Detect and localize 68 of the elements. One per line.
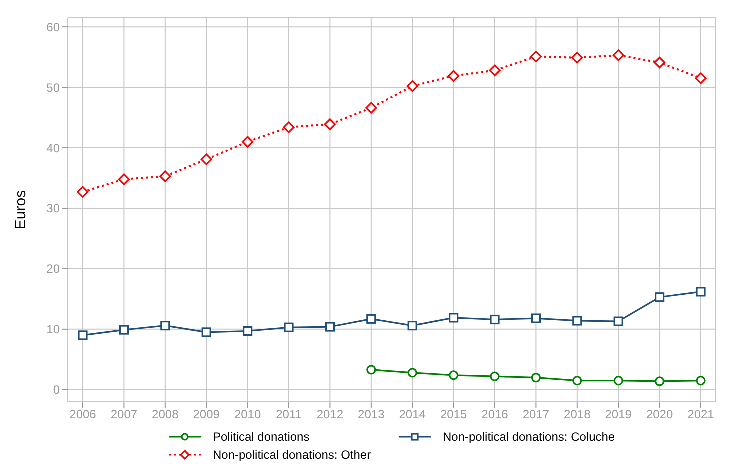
point: [78, 330, 88, 340]
point: [406, 80, 418, 92]
x-tick-label: 2009: [193, 408, 220, 422]
x-tick-label: 2018: [564, 408, 592, 422]
point: [655, 376, 665, 386]
point: [200, 154, 212, 166]
point: [449, 370, 459, 380]
x-tick-label: 2008: [152, 408, 180, 422]
point: [325, 322, 335, 332]
x-tick-label: 2019: [605, 408, 632, 422]
point: [490, 314, 500, 325]
point: [118, 174, 130, 186]
point: [77, 186, 89, 198]
y-tick-label: 10: [46, 322, 60, 337]
y-tick-label: 20: [46, 262, 60, 276]
x-tick-label: 2007: [110, 408, 138, 422]
y-tick-label: 60: [46, 20, 60, 34]
point: [242, 136, 254, 148]
x-tick-label: 2016: [482, 408, 509, 422]
y-tick-label: 30: [46, 202, 60, 216]
point: [202, 328, 212, 338]
point: [408, 368, 418, 378]
legend-label: Political donations: [213, 430, 310, 444]
point: [490, 372, 500, 382]
point: [366, 365, 376, 375]
y-axis-title: Euros: [12, 190, 30, 230]
point: [283, 122, 295, 134]
point: [530, 50, 542, 62]
point: [366, 102, 378, 114]
x-tick-label: 2010: [234, 408, 262, 422]
point: [160, 321, 170, 331]
y-tick-label: 40: [46, 141, 60, 156]
x-tick-label: 2021: [688, 408, 715, 422]
x-tick-label: 2013: [358, 408, 386, 422]
x-tick-label: 2017: [522, 408, 550, 422]
point: [243, 326, 253, 336]
point: [160, 170, 172, 182]
x-tick-label: 2006: [70, 408, 97, 422]
point: [119, 325, 129, 335]
legend-label: Non-political donations: Coluche: [443, 430, 616, 444]
point: [696, 287, 706, 297]
point: [531, 314, 541, 324]
point: [695, 72, 707, 84]
point: [655, 292, 665, 302]
point: [324, 118, 336, 130]
x-tick-label: 2014: [399, 408, 426, 422]
legend-label: Non-political donations: Other: [213, 448, 372, 462]
point: [284, 322, 294, 332]
point: [449, 313, 459, 323]
point: [448, 70, 460, 82]
x-tick-label: 2011: [276, 408, 302, 422]
point: [614, 376, 624, 386]
y-tick-label: 0: [53, 383, 60, 398]
x-tick-label: 2015: [440, 408, 468, 422]
point: [696, 376, 706, 386]
point: [612, 50, 624, 62]
point: [489, 64, 501, 76]
x-tick-label: 2012: [316, 408, 344, 422]
point: [572, 376, 582, 386]
x-tick-label: 2020: [646, 408, 674, 422]
point: [572, 52, 584, 64]
y-tick-label: 50: [46, 80, 60, 95]
point: [614, 316, 624, 326]
point: [408, 321, 418, 331]
point: [366, 314, 376, 324]
point: [654, 56, 666, 69]
point: [531, 373, 541, 383]
point: [572, 316, 582, 326]
